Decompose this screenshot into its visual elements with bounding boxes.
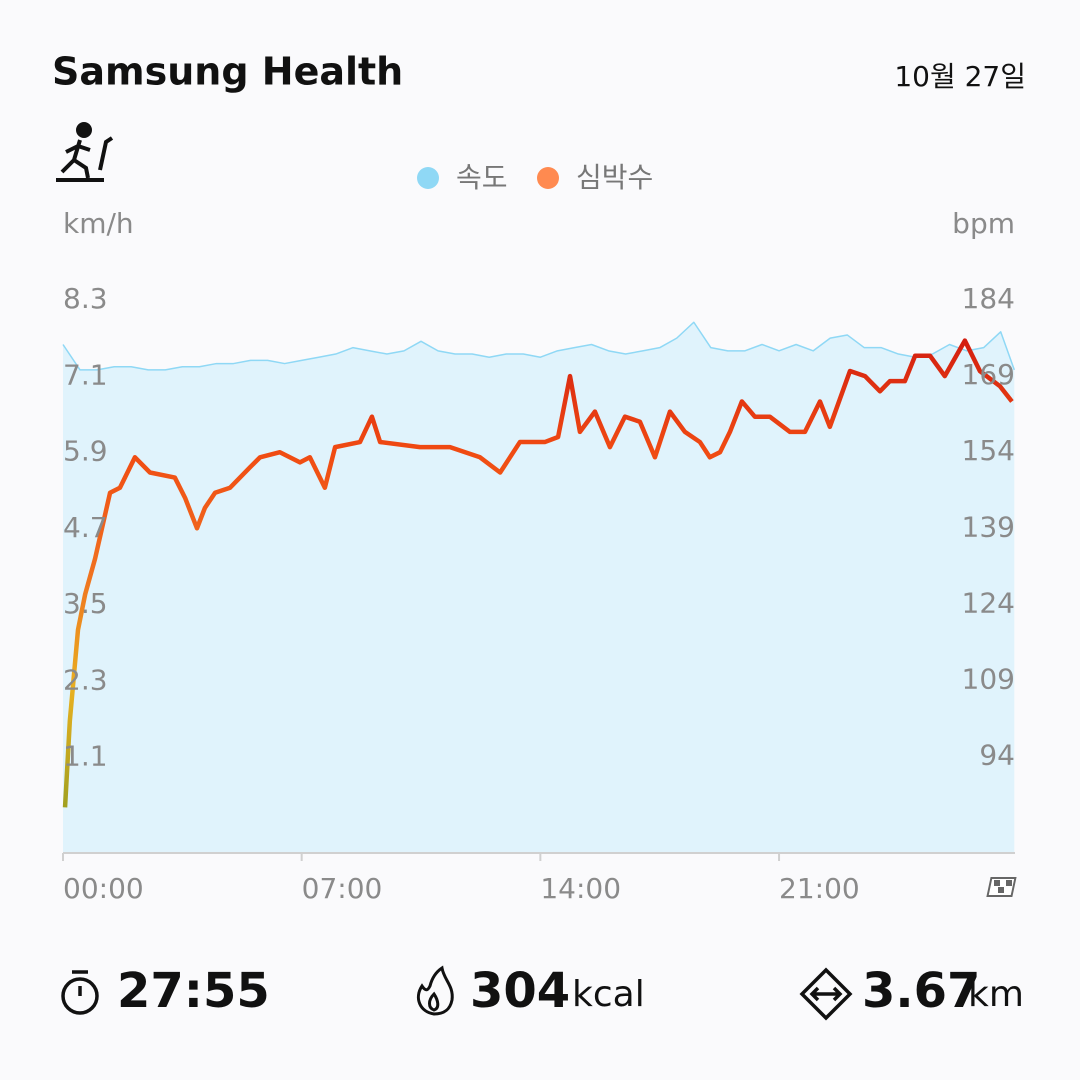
y-tick-label: 2.3 [63, 663, 108, 696]
speed-area [63, 322, 1015, 853]
legend-dot [417, 167, 439, 189]
y-tick-label: 5.9 [63, 435, 108, 468]
y-tick-label: 3.5 [63, 587, 108, 620]
speed-line [62, 321, 1016, 371]
x-tick-label: 21:00 [779, 872, 860, 905]
plot: 00:00 07:00 14:00 21:00 8.3 7.1 5.9 4.7 3.5 2.3 1.… [62, 282, 1016, 905]
x-tick-label: 00:00 [63, 872, 144, 905]
legend-label: 심박수 [576, 161, 653, 194]
legend-label: 속도 [456, 161, 508, 194]
stat-value: 3.67 [862, 963, 980, 1019]
y-tick-label: 8.3 [63, 282, 108, 315]
stat-unit: km [968, 974, 1024, 1015]
date: 10월 27일 [894, 60, 1026, 93]
y2-tick-label: 109 [962, 663, 1015, 696]
x-tick-label: 14:00 [540, 872, 621, 905]
heart-rate-line [62, 338, 1014, 808]
y2-tick-label: 139 [962, 510, 1015, 543]
y-tick-label: 1.1 [63, 740, 108, 773]
y-tick-label: 7.1 [63, 358, 108, 391]
y-axis-label: km/h [63, 207, 134, 240]
stat-value: 304 [470, 963, 570, 1019]
timer-icon [61, 970, 99, 1015]
y-tick-label: 4.7 [63, 511, 108, 544]
app-title: Samsung Health [52, 50, 403, 94]
y2-tick-label: 124 [962, 586, 1015, 619]
y2-tick-label: 154 [962, 434, 1015, 467]
treadmill-icon [56, 122, 114, 182]
calorie-icon [417, 965, 454, 1016]
finish-flag [986, 877, 1017, 897]
legend-dot [537, 167, 559, 189]
x-tick-label: 07:00 [302, 872, 383, 905]
y2-axis-label: bpm [952, 207, 1015, 240]
stat-value: 27:55 [117, 963, 270, 1019]
y2-tick-label: 184 [962, 282, 1015, 315]
y2-tick-label: 169 [962, 358, 1015, 391]
y2-tick-label: 94 [979, 739, 1015, 772]
stat-unit: kcal [572, 974, 645, 1015]
distance-icon [799, 967, 853, 1021]
